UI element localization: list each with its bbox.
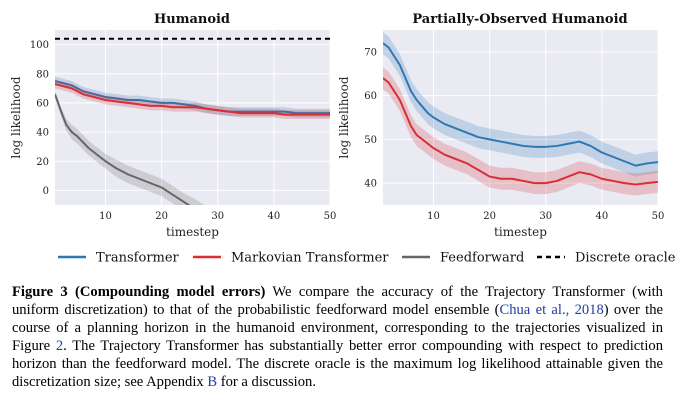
y-axis-label: log likelihood — [9, 76, 23, 158]
x-axis-label: timestep — [166, 225, 219, 239]
legend-label-markovian-transformer: Markovian Transformer — [231, 251, 389, 266]
x-tick-label: 20 — [483, 211, 496, 222]
x-tick-label: 30 — [211, 211, 224, 222]
markovian-transformer-confidence-band — [383, 67, 658, 196]
figure: 0 20 40 60 80 100 10 20 30 40 50 Humanoid timestep lo… — [9, 12, 675, 266]
caption-label: Figure 3 (Compounding model errors) — [12, 284, 266, 300]
caption-text: We compare the accuracy of the Trajector… — [12, 284, 663, 318]
legend-label-discrete-oracle: Discrete oracle — [575, 251, 675, 266]
figure-caption: Figure 3 (Compounding model errors) We c… — [12, 283, 663, 391]
transformer-line — [55, 80, 330, 115]
legend-label-transformer: Transformer — [96, 251, 180, 266]
x-tick-label: 10 — [427, 211, 440, 222]
chart-title: Partially-Observed Humanoid — [412, 12, 627, 27]
figure-svg: 0 20 40 60 80 100 10 20 30 40 50 Humanoid timestep lo… — [9, 12, 675, 266]
caption-text: . The Trajectory Transformer has substan… — [12, 338, 663, 390]
x-axis-label: timestep — [494, 225, 547, 239]
chart-title: Humanoid — [154, 12, 230, 27]
citation-link[interactable]: Chua et al., 2018 — [499, 302, 604, 318]
x-tick-label: 40 — [268, 211, 281, 222]
legend: Transformer Markovian Transformer Feedforw… — [58, 251, 675, 266]
humanoid-panel: 0 20 40 60 80 100 10 20 30 40 50 Humanoid timestep lo… — [9, 12, 336, 239]
partially-observed-humanoid-panel: 40 50 60 70 10 20 30 40 50 Partially-Observed Hum… — [337, 12, 664, 239]
y-tick-label: 40 — [36, 128, 49, 139]
feedforward-line — [55, 93, 191, 205]
caption-text: ) over the course of a planning horizon … — [12, 302, 663, 354]
y-tick-label: 20 — [36, 157, 49, 168]
x-tick-label: 40 — [596, 211, 609, 222]
y-tick-label: 50 — [364, 135, 377, 146]
markovian-transformer-confidence-band — [55, 79, 330, 119]
y-tick-label: 60 — [364, 91, 377, 102]
plot-area — [383, 30, 658, 205]
x-tick-label: 50 — [324, 211, 337, 222]
legend-label-feedforward: Feedforward — [440, 251, 524, 266]
appendix-ref-link[interactable]: B — [207, 374, 218, 390]
y-tick-label: 0 — [43, 186, 49, 197]
transformer-confidence-band — [55, 76, 330, 118]
feedforward-confidence-band — [55, 91, 205, 205]
series-group — [383, 32, 658, 196]
y-tick-label: 100 — [30, 40, 49, 51]
markovian-transformer-line — [55, 82, 330, 116]
y-tick-label: 70 — [364, 47, 377, 58]
y-tick-label: 60 — [36, 98, 49, 109]
x-tick-label: 10 — [99, 211, 112, 222]
y-axis-label: log likelihood — [337, 76, 351, 158]
y-tick-label: 80 — [36, 69, 49, 80]
x-tick-label: 20 — [155, 211, 168, 222]
transformer-confidence-band — [383, 32, 658, 177]
y-tick-label: 40 — [364, 179, 377, 190]
plot-area — [55, 30, 330, 205]
x-tick-label: 50 — [652, 211, 665, 222]
transformer-line — [383, 42, 658, 167]
markovian-transformer-line — [383, 77, 658, 186]
series-group — [55, 37, 330, 205]
figure-ref-link[interactable]: 2 — [55, 338, 64, 354]
x-tick-label: 30 — [539, 211, 552, 222]
caption-text: for a discussion. — [217, 374, 316, 390]
